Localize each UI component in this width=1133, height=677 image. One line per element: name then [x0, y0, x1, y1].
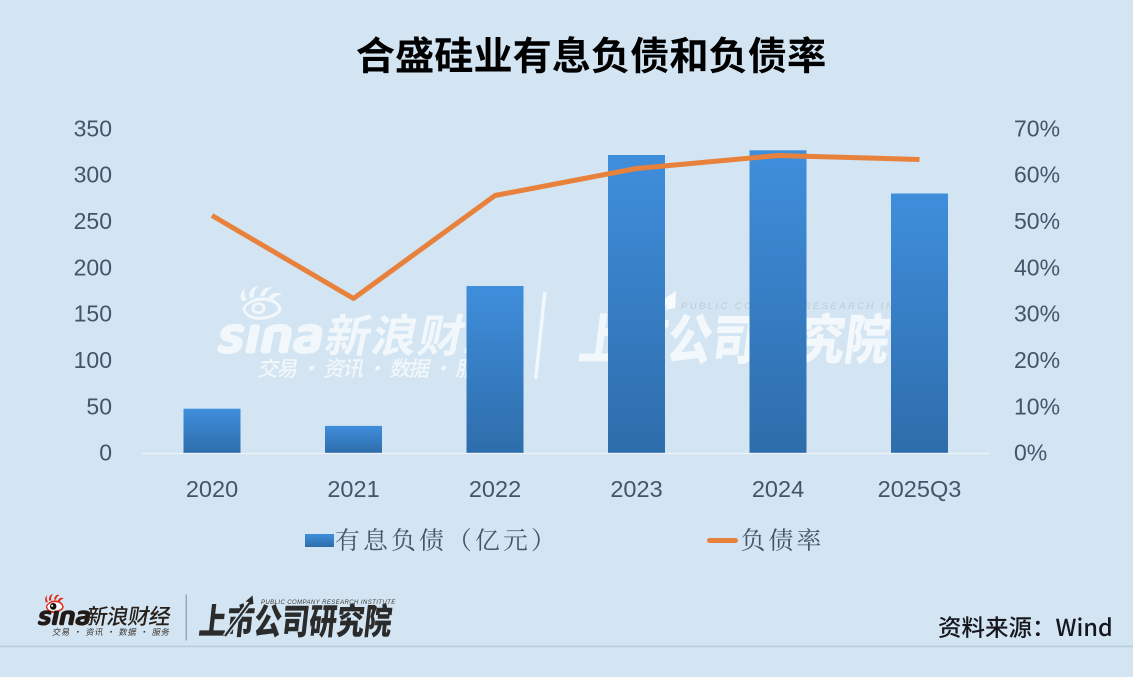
svg-text:PUBLIC COMPANY RESEARCH INSTIT: PUBLIC COMPANY RESEARCH INSTITUTE [261, 600, 396, 606]
svg-text:20%: 20% [1014, 347, 1060, 373]
svg-text:2024: 2024 [752, 476, 804, 502]
svg-text:2020: 2020 [186, 476, 238, 502]
svg-text:350: 350 [74, 115, 112, 141]
svg-text:10%: 10% [1014, 393, 1060, 419]
svg-text:50: 50 [86, 393, 112, 419]
svg-text:PUBLIC COMPANY RESEARCH INSTIT: PUBLIC COMPANY RESEARCH INSTITUTE [681, 301, 951, 312]
svg-text:70%: 70% [1014, 115, 1060, 141]
svg-text:250: 250 [74, 208, 112, 234]
svg-text:2022: 2022 [469, 476, 521, 502]
svg-text:2021: 2021 [327, 476, 379, 502]
svg-text:200: 200 [74, 254, 112, 280]
svg-text:2025Q3: 2025Q3 [878, 476, 962, 502]
svg-text:0: 0 [99, 440, 112, 466]
svg-text:300: 300 [74, 162, 112, 188]
svg-text:150: 150 [74, 301, 112, 327]
svg-text:0%: 0% [1014, 440, 1047, 466]
svg-text:2023: 2023 [610, 476, 662, 502]
svg-text:100: 100 [74, 347, 112, 373]
svg-text:40%: 40% [1014, 254, 1060, 280]
svg-text:30%: 30% [1014, 301, 1060, 327]
svg-text:50%: 50% [1014, 208, 1060, 234]
svg-text:60%: 60% [1014, 162, 1060, 188]
